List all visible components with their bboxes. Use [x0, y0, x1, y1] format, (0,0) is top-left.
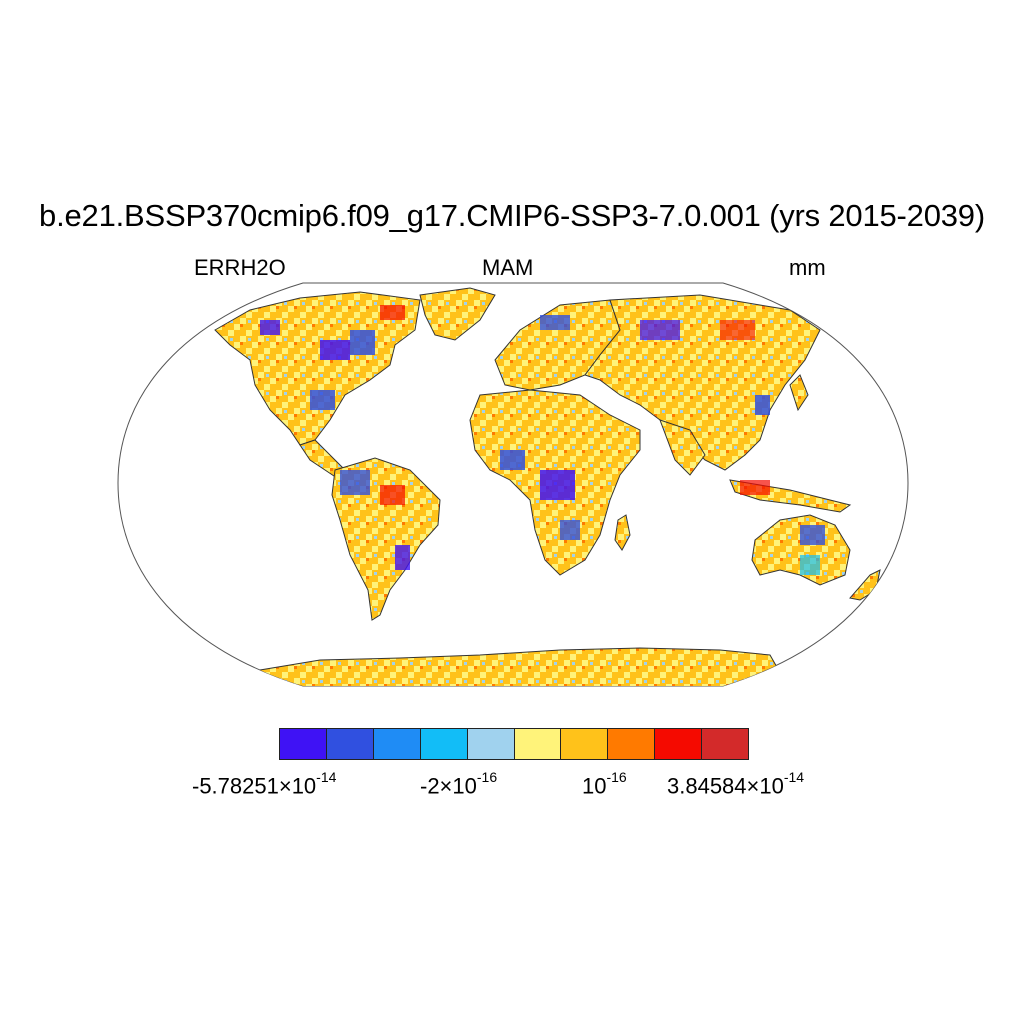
new-zealand — [849, 569, 881, 601]
colorbar-box-0 — [280, 729, 327, 759]
south-america — [331, 457, 441, 621]
colorbar-box-9 — [702, 729, 749, 759]
japan — [789, 374, 809, 412]
india — [659, 419, 706, 476]
anomaly-patches — [260, 305, 825, 575]
greenland — [419, 287, 496, 341]
colorbar-box-8 — [655, 729, 703, 759]
colorbar-box-6 — [561, 729, 609, 759]
antarctica — [249, 647, 791, 686]
madagascar — [614, 514, 631, 551]
colorbar-box-3 — [420, 729, 468, 759]
colorbar-box-7 — [608, 729, 656, 759]
plot-title: b.e21.BSSP370cmip6.f09_g17.CMIP6-SSP3-7.… — [39, 198, 985, 233]
units-label: mm — [789, 255, 826, 280]
colorbar-label-pos: 10-16 — [582, 769, 627, 799]
colorbar — [279, 728, 749, 760]
season-label: MAM — [482, 255, 534, 280]
variable-label: ERRH2O — [194, 255, 286, 280]
colorbar-label-max: 3.84584×10-14 — [667, 769, 805, 799]
colorbar-label-min: -5.78251×10-14 — [192, 769, 337, 799]
colorbar-box-1 — [326, 729, 374, 759]
colorbar-label-neg: -2×10-16 — [420, 769, 498, 799]
australia — [751, 514, 851, 586]
colorbar-box-4 — [467, 729, 515, 759]
colorbar-box-2 — [373, 729, 421, 759]
colorbar-box-5 — [514, 729, 562, 759]
